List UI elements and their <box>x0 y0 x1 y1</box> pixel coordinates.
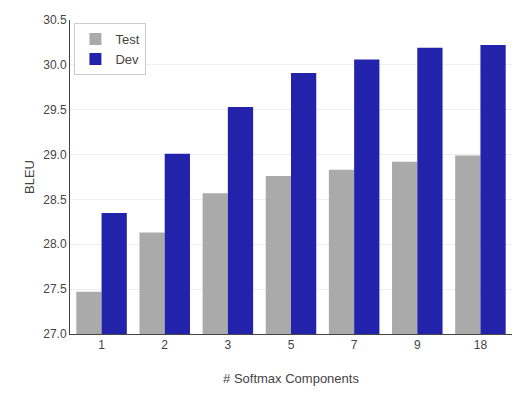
svg-text:3: 3 <box>225 338 232 352</box>
svg-text:5: 5 <box>288 338 295 352</box>
svg-text:7: 7 <box>351 338 358 352</box>
svg-text:30.0: 30.0 <box>43 58 67 72</box>
svg-text:27.0: 27.0 <box>43 327 67 341</box>
svg-text:28.0: 28.0 <box>43 237 67 251</box>
svg-text:18: 18 <box>474 338 488 352</box>
svg-text:29.5: 29.5 <box>43 103 67 117</box>
svg-text:27.5: 27.5 <box>43 282 67 296</box>
svg-text:1: 1 <box>98 338 105 352</box>
svg-text:Test: Test <box>115 32 139 47</box>
svg-text:2: 2 <box>161 338 168 352</box>
svg-text:30.5: 30.5 <box>43 13 67 27</box>
svg-text:9: 9 <box>414 338 421 352</box>
svg-text:BLEU: BLEU <box>22 160 37 194</box>
svg-text:Dev: Dev <box>115 52 139 67</box>
svg-text:# Softmax Components: # Softmax Components <box>223 371 359 386</box>
svg-text:28.5: 28.5 <box>43 193 67 207</box>
svg-text:29.0: 29.0 <box>43 148 67 162</box>
